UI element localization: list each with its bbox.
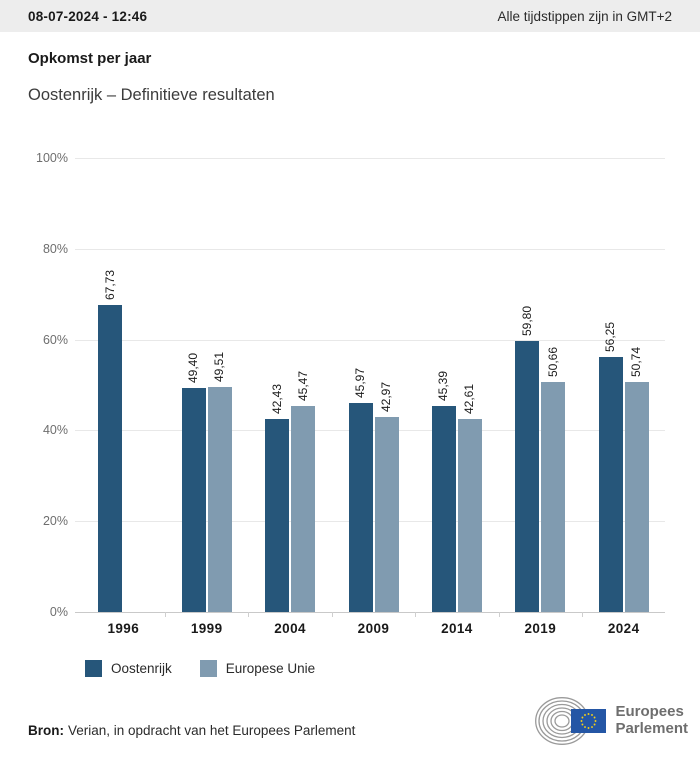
bar-value-label: 45,39 xyxy=(436,370,451,401)
bar-value-label: 49,40 xyxy=(186,352,201,383)
ep-logo-text: Europees Parlement xyxy=(615,703,688,738)
source-line: Bron: Verian, in opdracht van het Europee… xyxy=(28,723,355,738)
axis-tick xyxy=(415,612,417,617)
bar-value-label: 50,66 xyxy=(545,346,560,377)
bar-value-label: 42,97 xyxy=(379,381,393,412)
bar-europese-unie-2024 xyxy=(624,381,649,612)
bar-oostenrijk-2024 xyxy=(598,356,623,612)
x-axis-label-2019: 2019 xyxy=(524,621,557,636)
bar-europese-unie-2014 xyxy=(457,418,482,612)
y-axis-label: 100% xyxy=(36,151,68,165)
axis-tick xyxy=(498,612,500,617)
eu-flag-icon xyxy=(571,709,607,733)
bar-oostenrijk-2014 xyxy=(431,405,456,612)
bar-oostenrijk-2004 xyxy=(265,419,290,612)
bar-europese-unie-2004 xyxy=(291,405,316,612)
legend-label-europese-unie: Europese Unie xyxy=(225,661,316,676)
bar-value-label: 45,47 xyxy=(295,370,310,401)
ep-hemicycle-icon xyxy=(535,697,607,745)
bar-europese-unie-2009 xyxy=(374,416,399,612)
x-axis-label-2004: 2004 xyxy=(274,621,306,636)
report-datetime: 08-07-2024 - 12:46 xyxy=(28,8,148,24)
source-label: Bron: xyxy=(28,723,64,738)
x-axis-label-2024: 2024 xyxy=(607,621,640,636)
bar-value-label: 59,80 xyxy=(519,305,534,336)
bar-oostenrijk-1996 xyxy=(98,304,123,612)
european-parliament-logo: Europees Parlement xyxy=(535,696,688,746)
bar-europese-unie-2019 xyxy=(541,382,566,612)
ep-logo-line2: Parlement xyxy=(615,720,688,737)
axis-tick xyxy=(248,612,250,617)
axis-tick xyxy=(165,612,166,617)
bar-value-label: 45,97 xyxy=(353,368,367,399)
x-axis-label-2009: 2009 xyxy=(357,621,390,636)
legend-item-oostenrijk: Oostenrijk xyxy=(85,660,172,677)
ep-logo-line1: Europees xyxy=(615,703,684,721)
bar-value-label: 67,73 xyxy=(102,269,117,300)
header-bar: 08-07-2024 - 12:46 Alle tijdstippen zijn… xyxy=(0,0,700,32)
y-axis-label: 80% xyxy=(42,241,68,256)
bar-oostenrijk-1999 xyxy=(181,387,206,612)
x-axis-label-1996: 1996 xyxy=(107,621,140,636)
bar-value-label: 42,43 xyxy=(269,384,284,415)
x-axis-label-2014: 2014 xyxy=(441,621,473,636)
source-text: Verian, in opdracht van het Europees Par… xyxy=(68,723,356,738)
timezone-note: Alle tijdstippen zijn in GMT+2 xyxy=(497,8,672,24)
x-axis-label-1999: 1999 xyxy=(190,621,223,636)
bar-value-label: 56,25 xyxy=(603,321,618,352)
bar-value-label: 50,74 xyxy=(629,346,644,377)
bar-value-label: 49,51 xyxy=(212,352,227,383)
legend-item-europese-unie: Europese Unie xyxy=(199,660,316,677)
bar-oostenrijk-2009 xyxy=(348,403,373,612)
gridline-60 xyxy=(75,339,665,341)
y-axis-label: 0% xyxy=(49,605,68,619)
bar-oostenrijk-2019 xyxy=(515,340,540,612)
gridline-0 xyxy=(75,612,665,613)
axis-tick xyxy=(331,612,333,617)
gridline-100 xyxy=(75,158,665,159)
legend-label-oostenrijk: Oostenrijk xyxy=(111,661,172,676)
gridline-80 xyxy=(75,248,665,250)
legend-swatch-europese-unie xyxy=(199,660,217,677)
chart-legend: Oostenrijk Europese Unie xyxy=(85,660,315,677)
page-title: Opkomst per jaar xyxy=(28,50,152,67)
legend-swatch-oostenrijk xyxy=(85,660,102,677)
y-axis-label: 20% xyxy=(42,514,68,529)
axis-tick xyxy=(582,612,583,617)
bar-value-label: 42,61 xyxy=(462,383,477,414)
y-axis-label: 40% xyxy=(42,423,68,438)
y-axis-label: 60% xyxy=(42,332,68,347)
bar-europese-unie-1999 xyxy=(207,387,232,612)
page-subtitle: Oostenrijk – Definitieve resultaten xyxy=(28,86,275,104)
